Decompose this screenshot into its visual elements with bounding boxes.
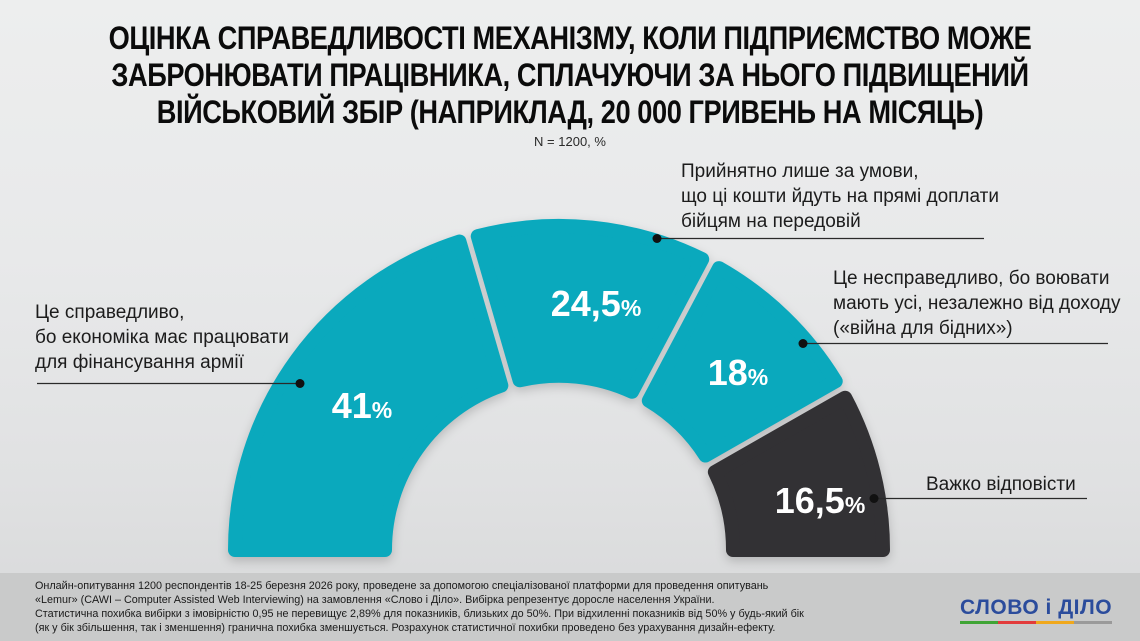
segment-value-fair: 41% (332, 385, 393, 427)
percent-sign: % (747, 364, 769, 390)
methodology-note: Онлайн-опитування 1200 респондентів 18-2… (35, 580, 804, 634)
donut-segments (228, 218, 891, 557)
percent-sign: % (844, 492, 866, 518)
logo: СЛОВО і ДІЛО (960, 597, 1112, 624)
leader-dot-hard-to-say (869, 494, 879, 503)
leader-dot-fair (295, 379, 305, 388)
footer-bar: Онлайн-опитування 1200 респондентів 18-2… (0, 573, 1140, 641)
segment-value-number: 24,5 (550, 283, 621, 324)
segment-value-number: 16,5 (774, 480, 845, 521)
percent-sign: % (620, 295, 642, 321)
page-title: ОЦІНКА СПРАВЕДЛИВОСТІ МЕХАНІЗМУ, КОЛИ ПІ… (108, 20, 1032, 130)
callout-fair: Це справедливо, бо економіка має працюва… (35, 302, 289, 373)
callout-unfair: Це несправедливо, бо воювати мають усі, … (833, 268, 1121, 339)
segment-value-number: 18 (707, 352, 748, 393)
callout-leader-lines (37, 237, 1108, 500)
segment-value-hard-to-say: 16,5% (775, 480, 866, 522)
segment-value-acceptable: 24,5% (551, 283, 642, 325)
segment-value-unfair: 18% (708, 352, 769, 394)
callout-hard-to-say: Важко відповісти (926, 474, 1076, 495)
leader-dot-acceptable (652, 234, 662, 243)
logo-underline-segment (960, 621, 998, 624)
logo-underline (960, 621, 1112, 624)
donut-segment-0 (228, 234, 509, 557)
callout-acceptable: Прийнятно лише за умови, що ці кошти йду… (681, 161, 999, 232)
logo-underline-segment (1074, 621, 1112, 624)
logo-underline-segment (998, 621, 1036, 624)
donut-segment-3 (707, 390, 891, 557)
segment-value-number: 41 (331, 385, 372, 426)
logo-underline-segment (1036, 621, 1074, 624)
logo-text: СЛОВО і ДІЛО (960, 596, 1113, 619)
donut-segment-1 (470, 218, 710, 399)
percent-sign: % (371, 397, 393, 423)
leader-dot-unfair (798, 339, 808, 348)
callout-dots (295, 234, 879, 503)
donut-segment-2 (641, 261, 843, 463)
sample-size-note: N = 1200, % (534, 134, 606, 149)
